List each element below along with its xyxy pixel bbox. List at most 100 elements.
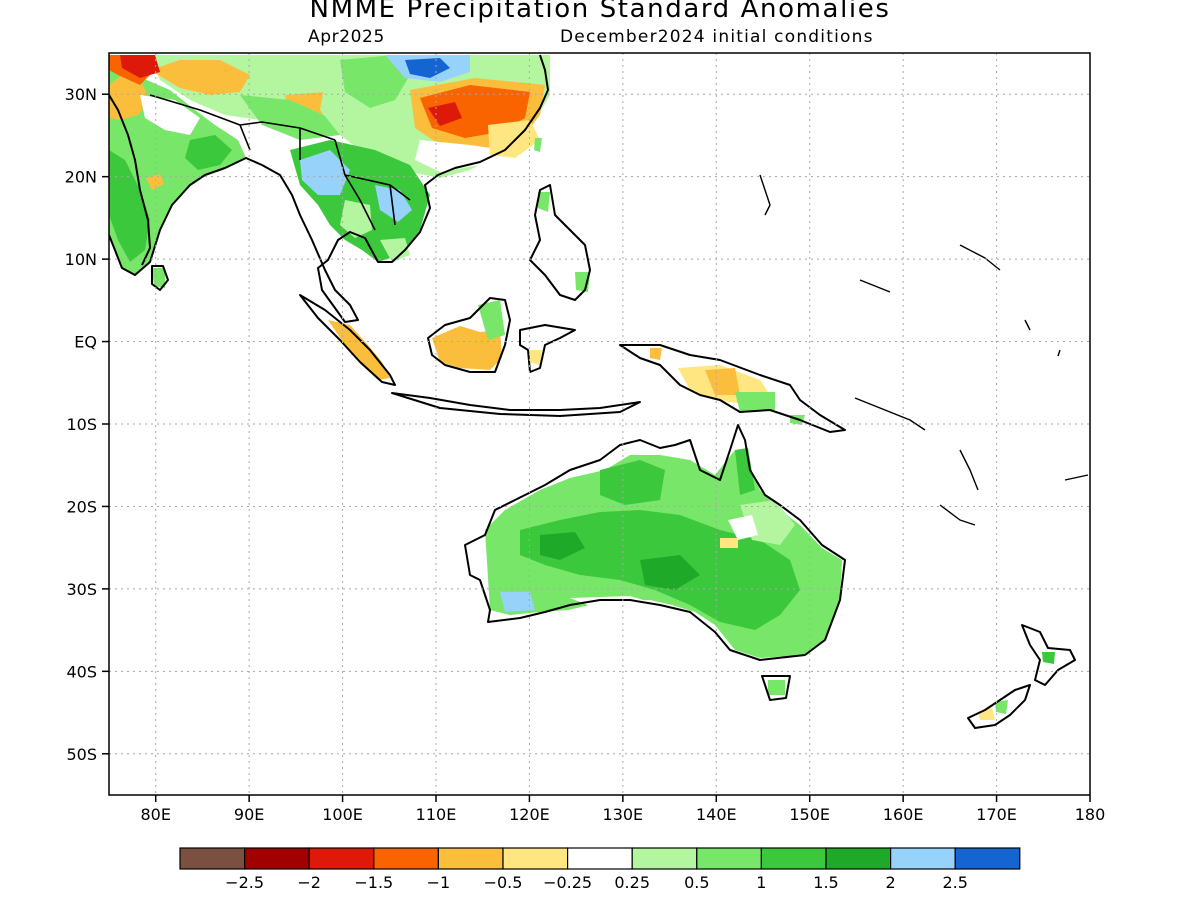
philippines-coast <box>529 184 591 301</box>
lon-tick-label: 160E <box>883 805 924 824</box>
borneo-orange <box>432 326 502 370</box>
legend-label: 0.25 <box>614 873 650 892</box>
tasmania-green <box>768 680 785 695</box>
map-title: NMME Precipitation Standard Anomalies <box>309 0 891 24</box>
china-north-green <box>340 55 410 108</box>
newguinea-coast <box>619 344 846 433</box>
china-south-light <box>415 140 505 172</box>
lat-tick-label: 20S <box>66 497 97 516</box>
initial-conditions-label: December2024 initial conditions <box>560 27 874 47</box>
myanmar-blue <box>300 150 350 195</box>
china-coast-yellow <box>488 120 540 158</box>
srilanka-coast <box>151 265 169 291</box>
india-west-green <box>109 150 150 262</box>
map-background <box>109 53 1090 795</box>
legend-label: 0.5 <box>684 873 709 892</box>
tasmania-coast <box>761 675 791 701</box>
legend-swatch <box>696 847 762 870</box>
legend-label: 2 <box>886 873 896 892</box>
lat-tick-label: 30N <box>65 85 97 104</box>
himalaya-orange <box>150 60 250 95</box>
lon-tick-label: 170E <box>976 805 1017 824</box>
india-central-orange <box>146 174 164 190</box>
australia-dark-green-2 <box>640 555 700 590</box>
lon-tick-label: 130E <box>603 805 644 824</box>
border-lines <box>149 94 411 231</box>
lon-tick-label: 150E <box>789 805 830 824</box>
legend-swatch <box>566 847 633 870</box>
tibet-nw-red <box>120 55 160 78</box>
coastlines <box>109 54 1089 729</box>
newguinea-orange <box>705 368 740 395</box>
legend-swatch <box>502 847 569 870</box>
tibet-green-band <box>240 95 340 140</box>
legend-swatch <box>308 847 375 870</box>
pacific-islands <box>759 174 1089 526</box>
legend-label: 1.5 <box>813 873 838 892</box>
lat-tick-label: 20N <box>65 168 97 187</box>
lon-tick-label: 110E <box>416 805 457 824</box>
newguinea-west-orange <box>650 348 662 360</box>
legend-swatch <box>889 847 956 870</box>
taiwan-green <box>534 138 542 152</box>
borneo-coast <box>427 297 511 373</box>
australia-north-green <box>600 460 665 505</box>
latitude-labels: 30N 20N 10N EQ 10S 20S 30S 40S 50S <box>65 85 109 764</box>
legend-label: −0.25 <box>543 873 592 892</box>
legend-swatch <box>244 847 310 870</box>
lat-tick-label: 30S <box>66 580 97 599</box>
lon-tick-label: 80E <box>140 805 170 824</box>
java-coast <box>391 392 641 417</box>
nz-south-coast <box>967 684 1031 729</box>
legend-swatch <box>954 847 1021 870</box>
legend-label: −1.5 <box>354 873 393 892</box>
lon-tick-label: 180 <box>1075 805 1106 824</box>
china-north-deep-blue <box>405 58 450 78</box>
lat-tick-label: EQ <box>74 333 97 352</box>
legend-swatch <box>373 847 439 870</box>
lon-tick-label: 120E <box>509 805 550 824</box>
nz-north-coast <box>1021 624 1076 686</box>
lat-tick-label: 50S <box>66 745 97 764</box>
legend-label: −2 <box>297 873 321 892</box>
cape-york-green <box>735 448 755 495</box>
newguinea-south-green <box>735 392 775 412</box>
sulawesi-coast <box>519 324 576 373</box>
borneo-north-green <box>478 300 505 340</box>
vietnam-south-light <box>380 238 410 262</box>
nz-north-green <box>1042 652 1055 664</box>
laos-blue <box>375 185 412 222</box>
india-coastline <box>109 94 151 266</box>
legend-swatch <box>825 847 892 870</box>
australia-east-white <box>728 515 758 540</box>
asia-coastline <box>109 54 549 323</box>
valid-month-label: Apr2025 <box>308 27 385 47</box>
legend-label: −1 <box>427 873 451 892</box>
longitude-labels: 80E 90E 100E 110E 120E 130E 140E 150E 160E 170E 18… <box>140 795 1105 824</box>
legend-swatch <box>631 847 698 870</box>
australia-dark-green-1 <box>540 532 585 560</box>
lat-tick-label: 40S <box>66 662 97 681</box>
nz-south-green <box>995 700 1008 714</box>
legend-label: 1 <box>756 873 766 892</box>
legend-label: 2.5 <box>942 873 967 892</box>
lon-tick-label: 140E <box>696 805 737 824</box>
india-north-white <box>140 95 200 135</box>
lat-tick-label: 10S <box>66 415 97 434</box>
color-legend: −2.5 −2 −1.5 −1 −0.5 −0.25 0.25 0.5 1 1.5 2 2.5 <box>179 847 1021 892</box>
lat-tick-label: 10N <box>65 250 97 269</box>
anomaly-field <box>109 55 1055 720</box>
legend-label: −0.5 <box>484 873 523 892</box>
australia-east-yellow <box>720 538 738 548</box>
india-east-green <box>185 135 232 170</box>
legend-label: −2.5 <box>225 873 264 892</box>
australia-sw-blue <box>500 592 535 612</box>
legend-swatch <box>760 847 827 870</box>
luzon-green <box>538 192 550 212</box>
legend-swatch <box>179 847 246 870</box>
lon-tick-label: 90E <box>234 805 264 824</box>
legend-swatch <box>437 847 504 870</box>
sulawesi-yellow <box>528 350 542 365</box>
sumatra-coast <box>299 294 396 386</box>
